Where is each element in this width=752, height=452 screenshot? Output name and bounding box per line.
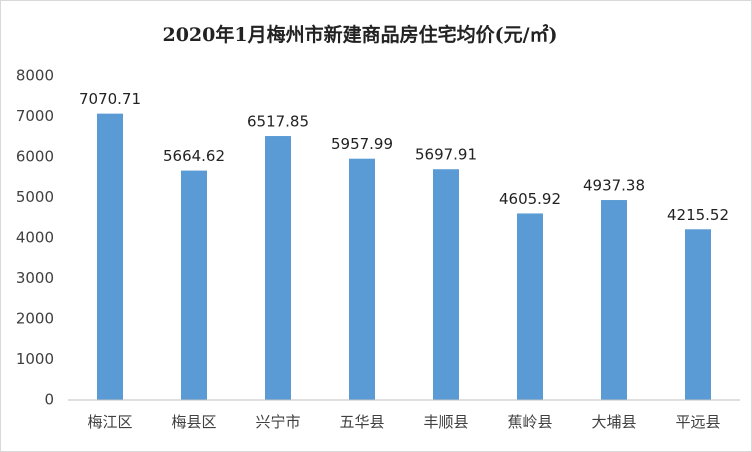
y-tick-label: 1000	[16, 350, 54, 368]
bar	[265, 136, 291, 400]
value-label: 5957.99	[331, 135, 393, 153]
value-label: 4605.92	[499, 190, 561, 208]
bar	[433, 169, 459, 400]
value-label: 4215.52	[667, 206, 729, 224]
x-tick-label: 兴宁市	[255, 413, 300, 431]
x-tick-label: 梅县区	[171, 413, 216, 431]
x-tick-label: 蕉岭县	[507, 413, 552, 431]
y-tick-label: 7000	[16, 107, 54, 125]
value-label: 4937.38	[583, 177, 645, 195]
value-label: 7070.71	[79, 90, 141, 108]
chart-title: 2020年1月梅州市新建商品房住宅均价(元/㎡)	[162, 23, 557, 46]
bar	[601, 200, 627, 400]
x-tick-label: 大埔县	[591, 413, 636, 431]
value-label: 5697.91	[415, 146, 477, 164]
y-tick-label: 0	[44, 391, 54, 409]
y-tick-label: 2000	[16, 310, 54, 328]
y-tick-label: 6000	[16, 148, 54, 166]
y-tick-label: 8000	[16, 67, 54, 85]
bar	[517, 213, 543, 400]
y-tick-label: 3000	[16, 269, 54, 287]
x-tick-label: 丰顺县	[423, 413, 468, 431]
value-label: 6517.85	[247, 113, 309, 131]
y-tick-label: 4000	[16, 229, 54, 247]
value-label: 5664.62	[163, 147, 225, 165]
bar	[685, 229, 711, 400]
x-tick-label: 梅江区	[87, 413, 132, 431]
bar	[97, 113, 123, 401]
x-tick-label: 平远县	[675, 413, 720, 431]
x-tick-label: 五华县	[339, 413, 384, 431]
bar	[349, 158, 375, 400]
y-tick-label: 5000	[16, 188, 54, 206]
bar	[181, 170, 207, 400]
